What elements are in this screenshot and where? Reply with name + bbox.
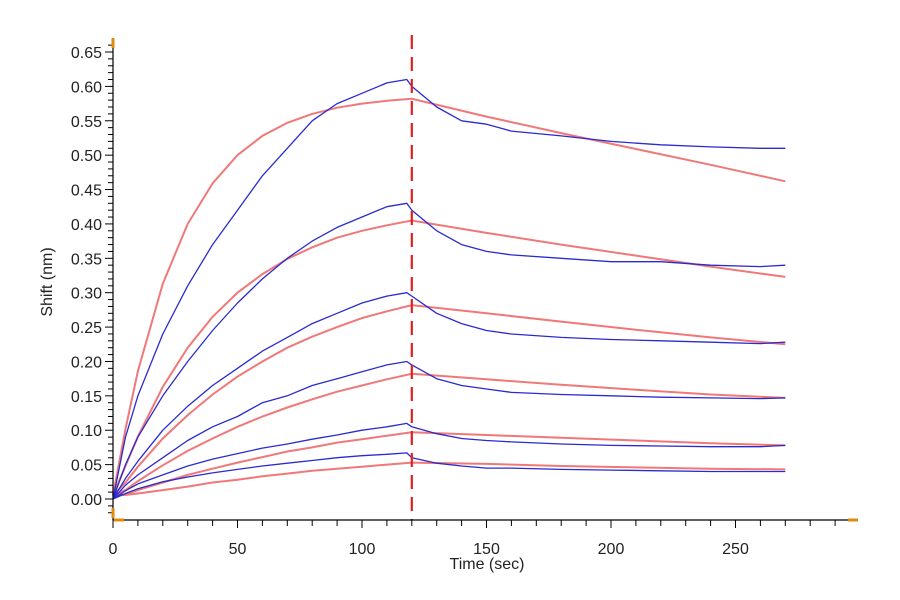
y-tick-label: 0.30 [71,286,102,303]
x-ticks: 0 50 100 150 200 250 [109,520,836,558]
y-tick-label: 0.15 [71,389,102,406]
x-tick-label: 50 [229,541,247,558]
y-tick-label: 0.00 [71,492,102,509]
y-ticks: 0.00 0.05 0.10 0.15 0.20 0.25 0.30 0.35 0.40 0.45… [71,44,113,514]
data-curve-5 [112,422,786,500]
y-tick-label: 0.40 [71,217,102,234]
fit-curve-4 [112,372,786,497]
x-tick-label: 0 [109,541,118,558]
y-tick-label: 0.25 [71,320,102,337]
axes [112,43,857,521]
fit-curve-5 [112,431,786,497]
data-curve-1 [112,78,786,500]
x-tick-label: 100 [349,541,376,558]
data-curves [112,78,786,500]
fit-curve-6 [112,461,786,497]
fit-curves [112,97,786,497]
fit-curve-1 [112,97,786,496]
y-tick-label: 0.55 [71,114,102,131]
y-axis-title: Shift (nm) [39,247,56,316]
fit-curve-3 [112,304,786,497]
x-tick-label: 150 [473,541,500,558]
x-axis-title: Time (sec) [450,556,525,573]
y-tick-label: 0.10 [71,423,102,440]
x-tick-label: 200 [598,541,625,558]
y-tick-label: 0.45 [71,183,102,200]
corner-marks [111,38,858,522]
data-curve-6 [112,452,786,500]
fit-curve-2 [112,219,786,496]
x-tick-label: 250 [722,541,749,558]
y-tick-label: 0.65 [71,45,102,62]
y-tick-label: 0.50 [71,148,102,165]
y-tick-label: 0.35 [71,251,102,268]
y-tick-label: 0.20 [71,354,102,371]
data-curve-2 [112,202,786,500]
y-tick-label: 0.60 [71,79,102,96]
data-curve-3 [112,292,786,500]
data-curve-4 [112,360,786,500]
y-tick-label: 0.05 [71,458,102,475]
